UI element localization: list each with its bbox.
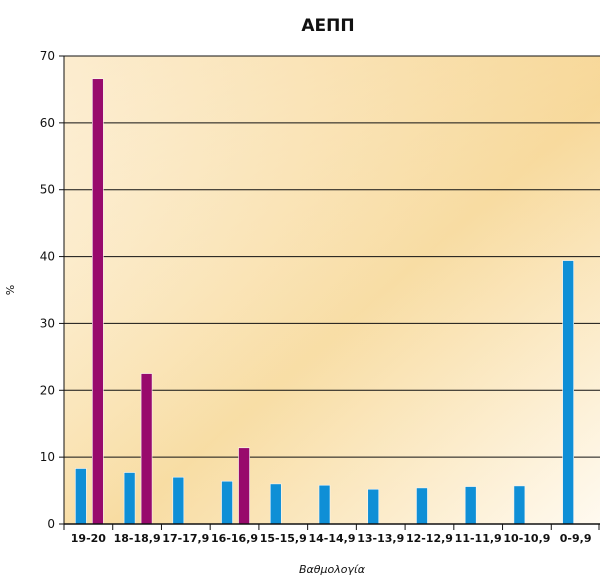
plot-background-overlay [64,56,600,524]
x-axis-label: Βαθμολογία [299,563,366,576]
y-tick-label-3: 30 [40,316,55,330]
x-category-label-3: 16-16,9 [211,532,258,545]
x-category-label-6: 13-13,9 [357,532,404,545]
chart-title: ΑΕΠΠ [301,16,354,36]
bar-series-1-9 [513,485,526,525]
x-category-label-8: 11-11,9 [455,532,502,545]
y-tick-label-2: 20 [40,383,55,397]
bar-series-1-4 [269,483,282,525]
y-ticks-layer: 0 10 20 30 40 50 60 70 [40,49,64,531]
bar-series-1-2 [172,476,185,525]
y-axis-label: % [4,285,17,295]
bar-series-2-3 [238,447,250,525]
bar-series-1-7 [416,487,428,525]
y-tick-label-0: 0 [47,517,55,531]
bar-series-2-1 [140,373,153,525]
y-tick-label-5: 50 [40,183,55,197]
x-category-label-4: 15-15,9 [260,532,307,545]
bar-series-1-6 [367,488,380,525]
x-category-label-1: 18-18,9 [114,532,161,545]
y-tick-label-7: 70 [40,49,55,63]
bar-series-1-0 [75,468,87,525]
bar-series-1-8 [464,486,477,525]
y-tick-label-4: 40 [40,250,55,264]
bar-series-1-10 [562,260,574,525]
bar-series-2-0 [92,78,104,525]
y-tick-label-1: 10 [40,450,55,464]
x-category-label-7: 12-12,9 [406,532,453,545]
bar-series-1-5 [318,484,331,525]
y-tick-label-6: 60 [40,116,55,130]
grid-lines [64,55,600,458]
x-category-label-10: 0-9,9 [560,532,592,545]
x-category-label-2: 17-17,9 [162,532,209,545]
x-category-label-0: 19-20 [71,532,107,545]
x-category-label-5: 14-14,9 [308,532,355,545]
x-category-label-9: 10-10,9 [503,532,550,545]
bar-series-1-1 [123,472,136,525]
bar-series-1-3 [221,480,233,525]
axes-layer [63,56,600,525]
x-ticks-layer: 19-20 18-18,9 17-17,9 16-16,9 15-15,9 14-14,9… [63,524,600,545]
